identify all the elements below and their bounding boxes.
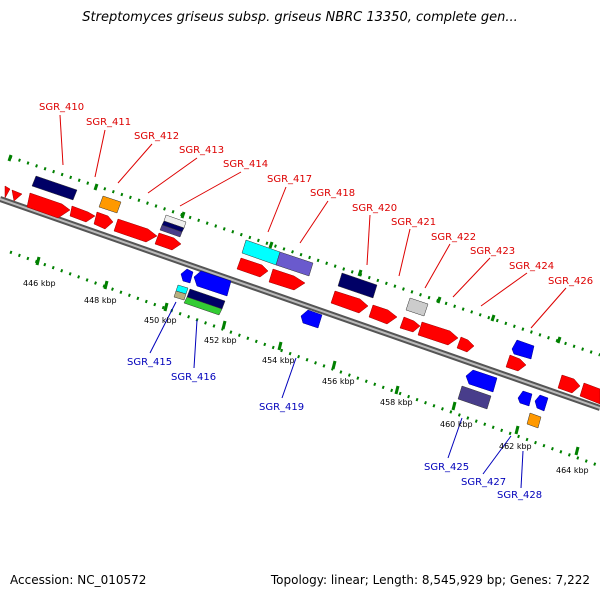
gene-arrow[interactable] xyxy=(534,394,549,412)
map-title: Streptomyces griseus subsp. griseus NBRC… xyxy=(82,10,518,25)
gene-label[interactable]: SGR_422 xyxy=(431,232,476,243)
scale-label: 462 kbp xyxy=(499,442,532,451)
gene-label[interactable]: SGR_426 xyxy=(548,276,593,287)
scale-label: 454 kbp xyxy=(262,356,295,365)
gene-label[interactable]: SGR_415 xyxy=(127,357,172,368)
grey-feature[interactable] xyxy=(405,297,429,317)
scale-label: 452 kbp xyxy=(204,336,237,345)
gene-arrow[interactable] xyxy=(368,304,398,325)
gene-label[interactable]: SGR_417 xyxy=(267,174,312,185)
gene-arrow[interactable] xyxy=(69,205,96,223)
gene-label[interactable]: SGR_412 xyxy=(134,131,179,142)
gene-label[interactable]: SGR_423 xyxy=(470,246,515,257)
tan-feature[interactable] xyxy=(173,290,187,301)
gene-arrow[interactable] xyxy=(517,390,533,407)
gene-label[interactable]: SGR_421 xyxy=(391,217,436,228)
gene-arrow[interactable] xyxy=(180,268,194,284)
slate-feature[interactable] xyxy=(457,385,492,410)
scale-label: 458 kbp xyxy=(380,398,413,407)
scale-label: 448 kbp xyxy=(84,296,117,305)
forward-track-ticks xyxy=(7,154,562,344)
gene-label[interactable]: SGR_427 xyxy=(461,477,506,488)
gene-arrow[interactable] xyxy=(511,339,535,360)
gene-label[interactable]: SGR_418 xyxy=(310,188,355,199)
gene-label[interactable]: SGR_411 xyxy=(86,117,131,128)
gene-label[interactable]: SGR_420 xyxy=(352,203,397,214)
gene-label[interactable]: SGR_414 xyxy=(223,159,268,170)
reverse-features xyxy=(173,284,542,429)
gene-arrow[interactable] xyxy=(505,354,527,372)
scale-label: 450 kbp xyxy=(144,316,177,325)
gene-label[interactable]: SGR_419 xyxy=(259,402,304,413)
gene-arrow[interactable] xyxy=(236,257,269,278)
lavender-feature[interactable] xyxy=(275,251,314,277)
gene-arrow[interactable] xyxy=(193,270,232,297)
gene-arrow[interactable] xyxy=(26,192,71,219)
gene-arrow[interactable] xyxy=(300,309,323,329)
scale-label: 446 kbp xyxy=(23,279,56,288)
reverse-track-ticks xyxy=(35,256,580,456)
gene-arrow[interactable] xyxy=(154,232,182,251)
gene-arrow[interactable] xyxy=(330,290,369,314)
gene-label[interactable]: SGR_410 xyxy=(39,102,84,113)
reverse-track-line xyxy=(9,250,600,468)
gene-arrow[interactable] xyxy=(557,374,581,394)
genome-summary-text: Topology: linear; Length: 8,545,929 bp; … xyxy=(270,573,590,587)
reverse-genes xyxy=(180,268,549,412)
gene-label[interactable]: SGR_425 xyxy=(424,462,469,473)
gene-arrow[interactable] xyxy=(11,189,23,202)
forward-leaders xyxy=(59,114,567,329)
accession-text: Accession: NC_010572 xyxy=(10,573,147,587)
scale-label: 460 kbp xyxy=(440,420,473,429)
forward-features xyxy=(31,175,429,317)
forward-genes xyxy=(4,185,600,405)
gene-arrow[interactable] xyxy=(113,218,158,243)
gene-arrow[interactable] xyxy=(579,382,600,405)
navy-feature[interactable] xyxy=(31,175,78,201)
navy-feature[interactable] xyxy=(337,272,378,299)
gene-label[interactable]: SGR_413 xyxy=(179,145,224,156)
gene-arrow[interactable] xyxy=(417,321,459,346)
orange-feature[interactable] xyxy=(526,412,542,429)
slate-feature[interactable] xyxy=(159,224,183,238)
reverse-leaders xyxy=(149,301,524,489)
gene-arrow[interactable] xyxy=(93,211,114,230)
gene-arrow[interactable] xyxy=(4,185,11,199)
gene-label[interactable]: SGR_428 xyxy=(497,490,542,501)
green-feature[interactable] xyxy=(183,296,223,316)
gene-arrow[interactable] xyxy=(268,268,306,291)
gene-arrow[interactable] xyxy=(456,336,475,353)
orange-feature[interactable] xyxy=(98,195,122,214)
scale-label: 464 kbp xyxy=(556,466,589,475)
gene-label[interactable]: SGR_424 xyxy=(509,261,554,272)
gene-arrow[interactable] xyxy=(399,316,421,333)
gene-label[interactable]: SGR_416 xyxy=(171,372,216,383)
gene-arrow[interactable] xyxy=(465,369,498,393)
scale-label: 456 kbp xyxy=(322,377,355,386)
